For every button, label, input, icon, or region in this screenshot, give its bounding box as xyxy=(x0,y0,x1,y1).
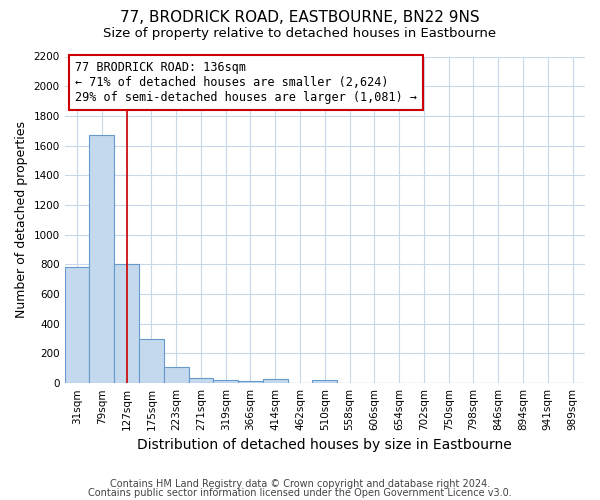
Text: 77, BRODRICK ROAD, EASTBOURNE, BN22 9NS: 77, BRODRICK ROAD, EASTBOURNE, BN22 9NS xyxy=(120,10,480,25)
Bar xyxy=(238,380,263,383)
Bar xyxy=(164,367,188,383)
Bar xyxy=(139,340,164,383)
Bar xyxy=(313,380,337,383)
Y-axis label: Number of detached properties: Number of detached properties xyxy=(15,122,28,318)
Text: Contains HM Land Registry data © Crown copyright and database right 2024.: Contains HM Land Registry data © Crown c… xyxy=(110,479,490,489)
Bar xyxy=(114,264,139,383)
Bar xyxy=(188,378,214,383)
Text: 77 BRODRICK ROAD: 136sqm
← 71% of detached houses are smaller (2,624)
29% of sem: 77 BRODRICK ROAD: 136sqm ← 71% of detach… xyxy=(75,62,417,104)
X-axis label: Distribution of detached houses by size in Eastbourne: Distribution of detached houses by size … xyxy=(137,438,512,452)
Bar xyxy=(214,380,238,383)
Bar xyxy=(65,268,89,383)
Text: Size of property relative to detached houses in Eastbourne: Size of property relative to detached ho… xyxy=(103,28,497,40)
Bar xyxy=(263,379,287,383)
Text: Contains public sector information licensed under the Open Government Licence v3: Contains public sector information licen… xyxy=(88,488,512,498)
Bar xyxy=(89,135,114,383)
